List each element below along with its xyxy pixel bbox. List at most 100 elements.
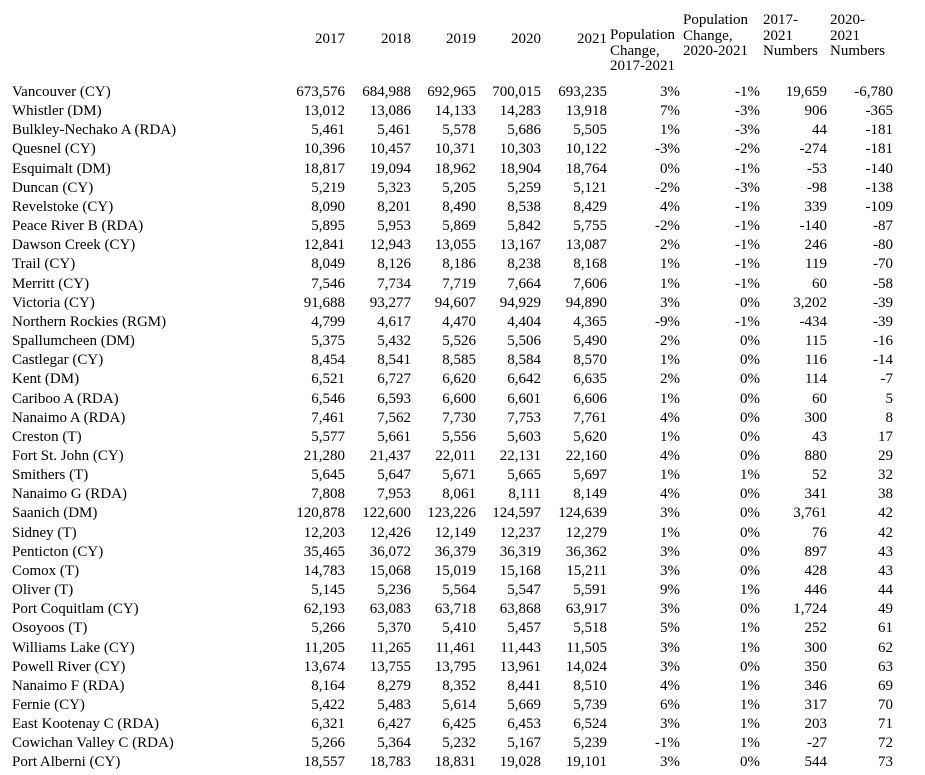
value-cell: 5,219 [311, 179, 345, 196]
table-row: Fort St. John (CY) 21,280 21,437 22,011 22,1… [12, 447, 925, 466]
row-name-cell: Esquimalt (DM) [12, 160, 111, 177]
value-cell: -53 [807, 160, 827, 177]
row-name-cell: Northern Rockies (RGM) [12, 313, 167, 330]
value-cell: 63,083 [369, 601, 411, 618]
row-name-cell: Nanaimo F (RDA) [12, 677, 125, 694]
value-cell: 13,961 [499, 658, 541, 675]
value-cell: 0% [740, 754, 760, 771]
table-row: Williams Lake (CY) 11,205 11,265 11,461 11,4… [12, 639, 925, 658]
value-cell: 4% [660, 677, 680, 694]
value-cell: -3% [735, 122, 760, 139]
value-cell: -140 [865, 160, 894, 177]
value-cell: 115 [805, 333, 827, 350]
value-cell: 5,647 [377, 467, 411, 484]
value-cell: 22,011 [435, 447, 476, 464]
row-name-cell: Duncan (CY) [12, 179, 94, 196]
value-cell: 5,661 [377, 428, 411, 445]
value-cell: 8,126 [377, 256, 411, 273]
table-row: Revelstoke (CY) 8,090 8,201 8,490 8,538 8,429… [12, 198, 925, 217]
table-row: Nanaimo F (RDA) 8,164 8,279 8,352 8,441 8,510… [12, 677, 925, 696]
row-name-cell: Victoria (CY) [12, 294, 95, 311]
value-cell: -70 [873, 256, 893, 273]
value-cell: 8,510 [573, 677, 607, 694]
value-cell: 5% [660, 620, 680, 637]
column-header-2017: 2017 [315, 31, 345, 47]
value-cell: 6,600 [442, 390, 476, 407]
value-cell: -14 [873, 352, 893, 369]
table-row: Smithers (T) 5,645 5,647 5,671 5,665 5,697 1% 1… [12, 466, 925, 485]
value-cell: 119 [805, 256, 827, 273]
value-cell: 8,585 [442, 352, 476, 369]
table-row: Comox (T) 14,783 15,068 15,019 15,168 15,211 3… [12, 562, 925, 581]
value-cell: 339 [804, 198, 828, 215]
value-cell: 4,404 [507, 313, 541, 330]
value-cell: 6,635 [573, 371, 607, 388]
value-cell: 71 [878, 716, 893, 733]
value-cell: 684,988 [362, 84, 411, 100]
value-cell: 12,279 [565, 524, 607, 541]
value-cell: 2% [660, 371, 680, 388]
value-cell: 4% [660, 486, 680, 503]
row-name-cell: Sidney (T) [12, 524, 77, 541]
table-row: Nanaimo G (RDA) 7,808 7,953 8,061 8,111 8,149… [12, 485, 925, 504]
value-cell: 5,895 [311, 218, 345, 235]
value-cell: 8,279 [377, 677, 411, 694]
value-cell: 300 [804, 639, 828, 656]
value-cell: 5,620 [573, 428, 607, 445]
value-cell: 18,904 [499, 160, 541, 177]
value-cell: 5,266 [311, 620, 345, 637]
value-cell: -274 [799, 141, 828, 158]
value-cell: 700,015 [492, 84, 541, 100]
row-name-cell: Peace River B (RDA) [12, 218, 144, 235]
value-cell: 4% [660, 447, 680, 464]
row-name-cell: Whistler (DM) [12, 103, 102, 120]
value-cell: 8,238 [507, 256, 541, 273]
value-cell: 60 [812, 390, 827, 407]
value-cell: 3% [660, 716, 680, 733]
table-row: Whistler (DM) 13,012 13,086 14,133 14,283 13,… [12, 102, 925, 121]
value-cell: 8,429 [573, 198, 607, 215]
value-cell: 10,303 [499, 141, 541, 158]
table-body: Vancouver (CY) 673,576 684,988 692,965 700,0… [12, 83, 925, 773]
value-cell: 11,461 [435, 639, 476, 656]
row-name-cell: Saanich (DM) [12, 505, 98, 522]
value-cell: 2% [660, 237, 680, 254]
value-cell: 5,145 [311, 582, 345, 599]
value-cell: 62,193 [303, 601, 345, 618]
value-cell: 5,483 [377, 697, 411, 713]
value-cell: -1% [735, 237, 760, 254]
value-cell: 22,160 [565, 447, 607, 464]
value-cell: 5,506 [507, 333, 541, 350]
value-cell: 18,817 [303, 160, 345, 177]
value-cell: 8,149 [573, 486, 607, 503]
value-cell: 5,603 [507, 428, 541, 445]
value-cell: 3% [660, 294, 680, 311]
value-cell: 35,465 [303, 543, 345, 560]
column-header-2020-2021-numbers: 2020- 2021 Numbers [830, 12, 885, 59]
value-cell: 17 [878, 428, 893, 445]
value-cell: 5,167 [507, 735, 541, 752]
value-cell: -39 [873, 313, 893, 330]
value-cell: 5,547 [507, 582, 541, 599]
value-cell: 43 [878, 562, 893, 579]
row-name-cell: Creston (T) [12, 428, 82, 445]
value-cell: 5,953 [377, 218, 411, 235]
column-header-2021: 2021 [577, 31, 607, 47]
table-row: Northern Rockies (RGM) 4,799 4,617 4,470 4,4… [12, 313, 925, 332]
value-cell: -1% [735, 160, 760, 177]
value-cell: 0% [660, 160, 680, 177]
value-cell: 5,239 [573, 735, 607, 752]
value-cell: 4% [660, 198, 680, 215]
value-cell: 8 [885, 409, 894, 426]
value-cell: 7,730 [442, 409, 476, 426]
table-header-row: 2017 2018 2019 2020 2021 Population Chan… [12, 0, 925, 83]
value-cell: 203 [804, 716, 828, 733]
value-cell: 19,659 [785, 84, 827, 100]
value-cell: 10,371 [434, 141, 476, 158]
value-cell: 12,203 [303, 524, 345, 541]
value-cell: 0% [740, 505, 760, 522]
value-cell: 15,211 [566, 562, 607, 579]
value-cell: 5,121 [573, 179, 607, 196]
value-cell: 0% [740, 294, 760, 311]
value-cell: 49 [878, 601, 893, 618]
